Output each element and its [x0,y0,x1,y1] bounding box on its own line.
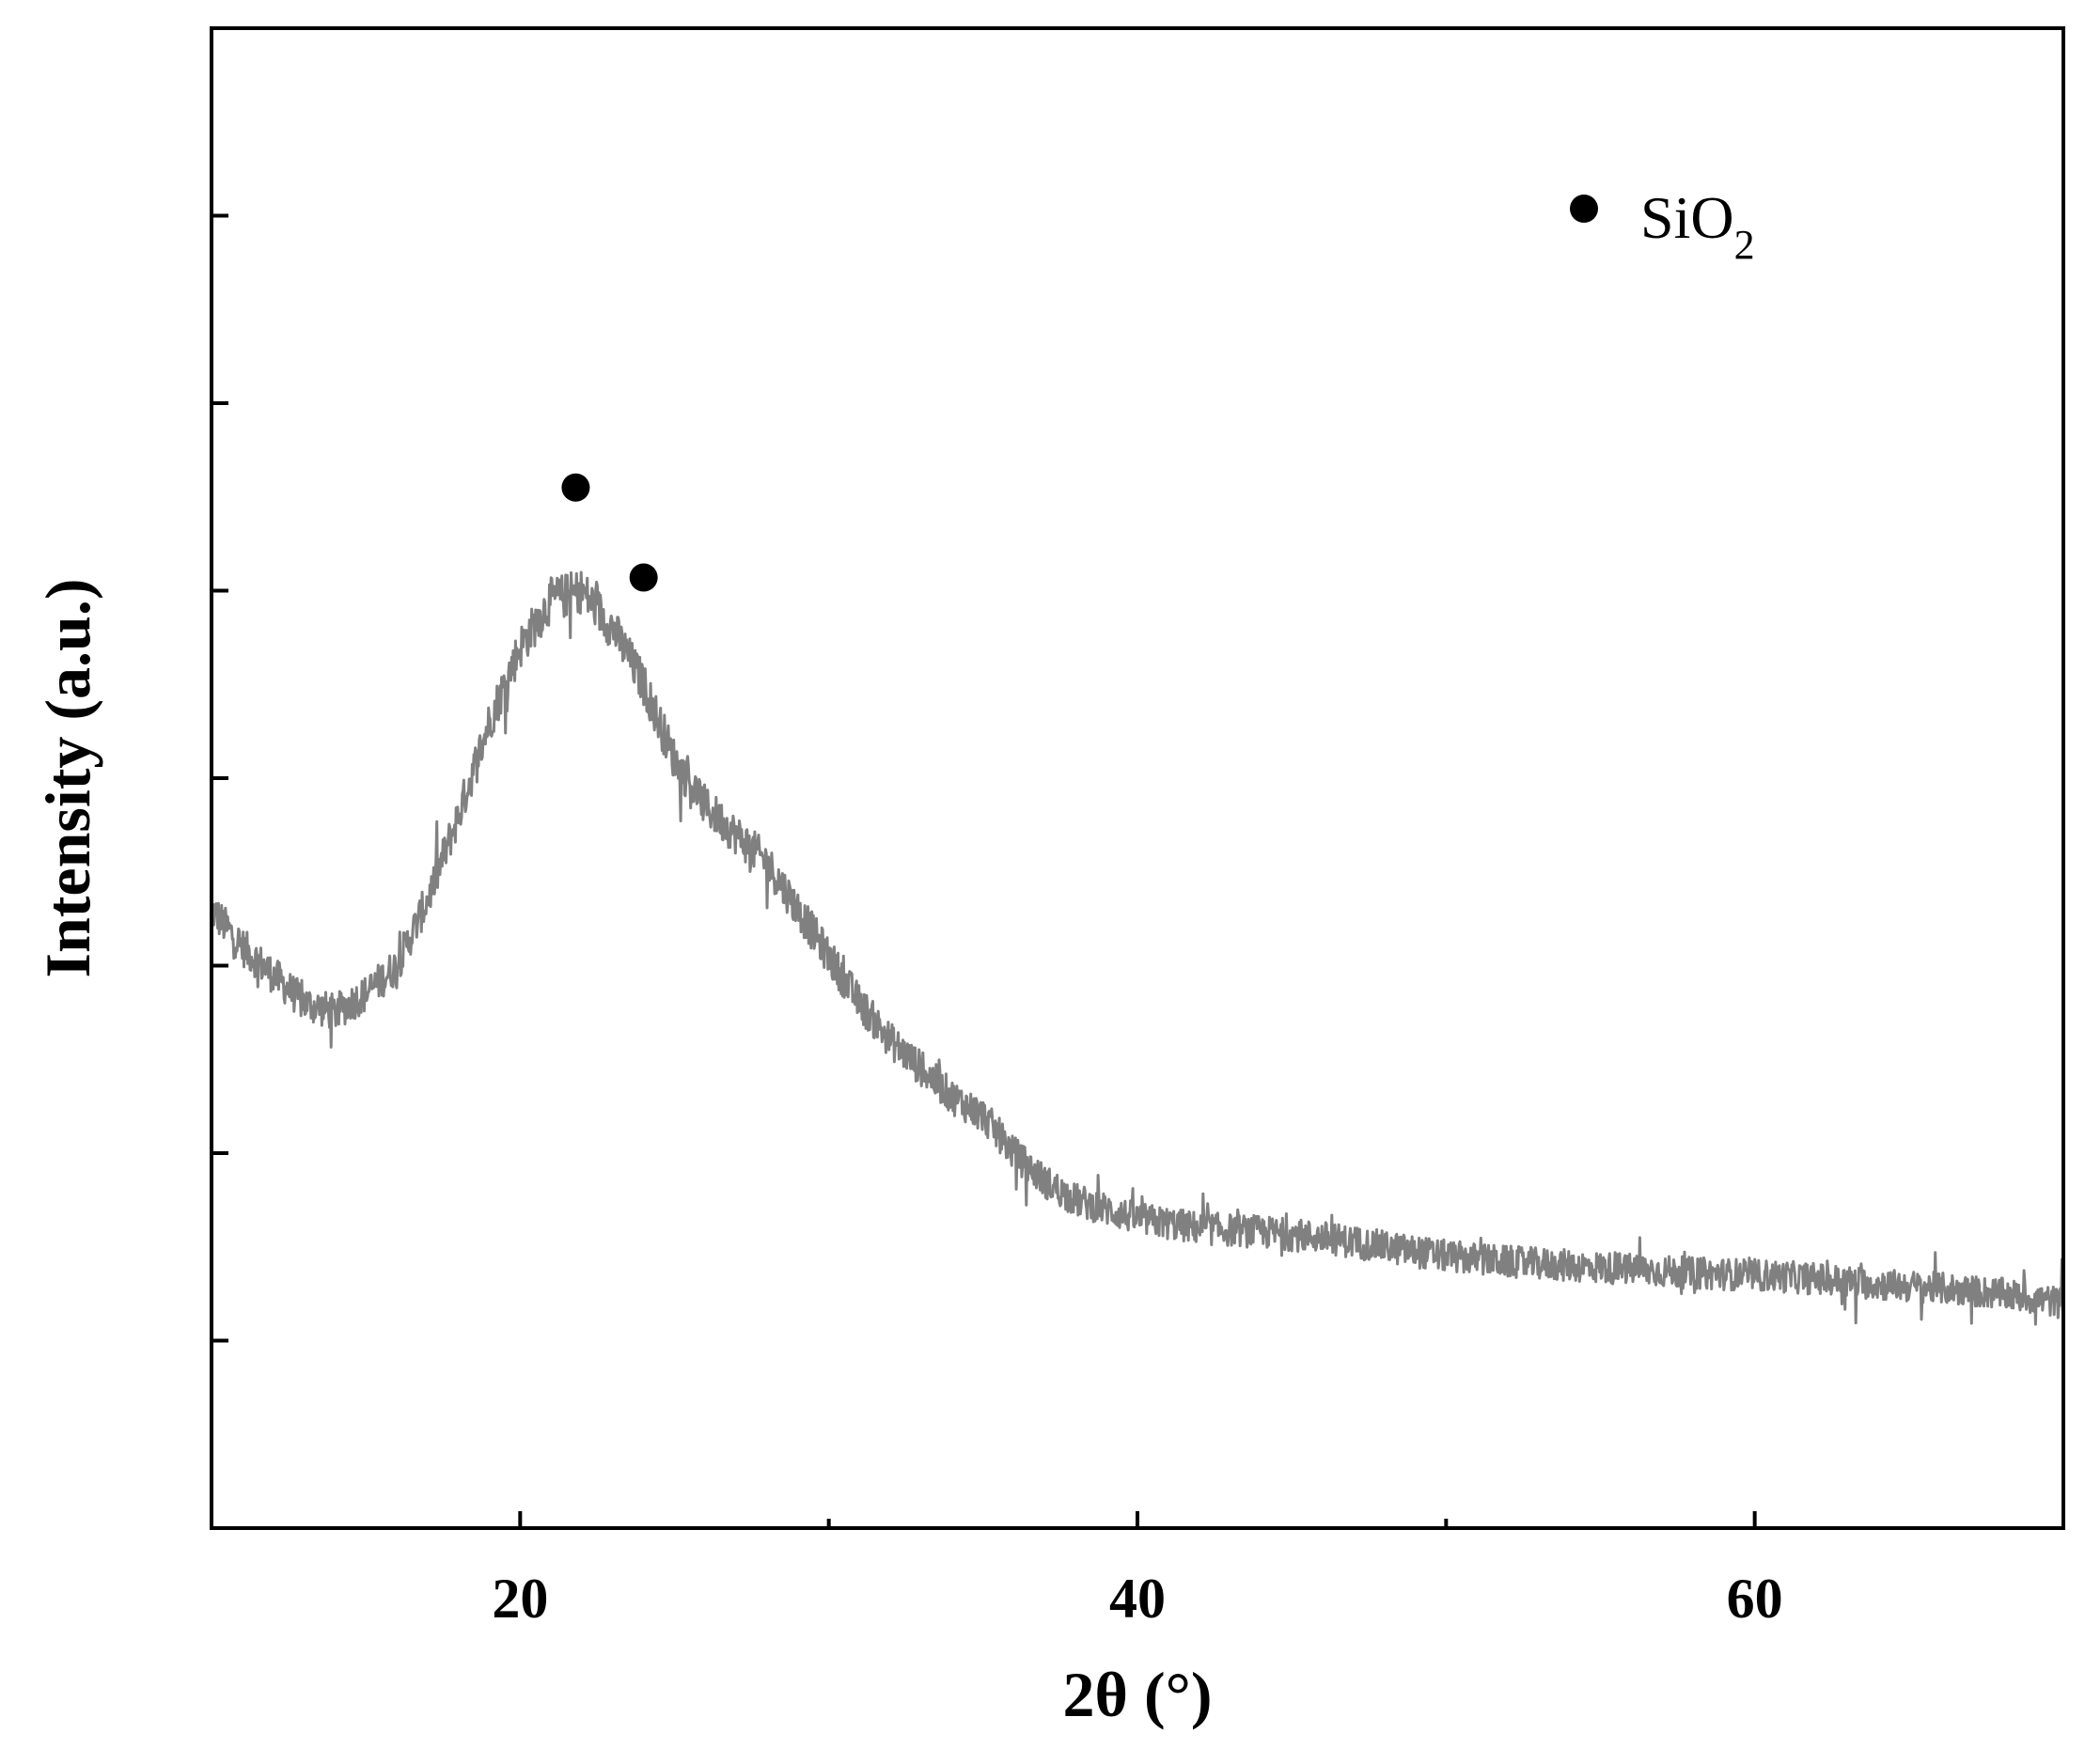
x-tick-label: 40 [1109,1568,1166,1630]
plot-layer [210,473,2065,1326]
sio2-peak-marker [629,563,658,592]
series-line [210,570,2065,1326]
x-axis-title: 2θ (°) [1063,1659,1213,1730]
legend-marker-circle [1570,195,1598,223]
ticks-layer: 20 40 60 [212,213,1783,1630]
sio2-peak-marker [561,473,590,502]
legend-label: SiO2 [1640,184,1755,268]
legend-label-subscript: 2 [1734,222,1755,268]
legend-label-main: SiO [1640,184,1734,251]
x-tick-label: 60 [1727,1568,1783,1630]
x-tick-label: 20 [492,1568,548,1630]
legend: SiO2 [1570,184,1755,268]
plot-frame [210,26,2065,1530]
y-axis-title: Intensity (a.u.) [32,578,103,977]
